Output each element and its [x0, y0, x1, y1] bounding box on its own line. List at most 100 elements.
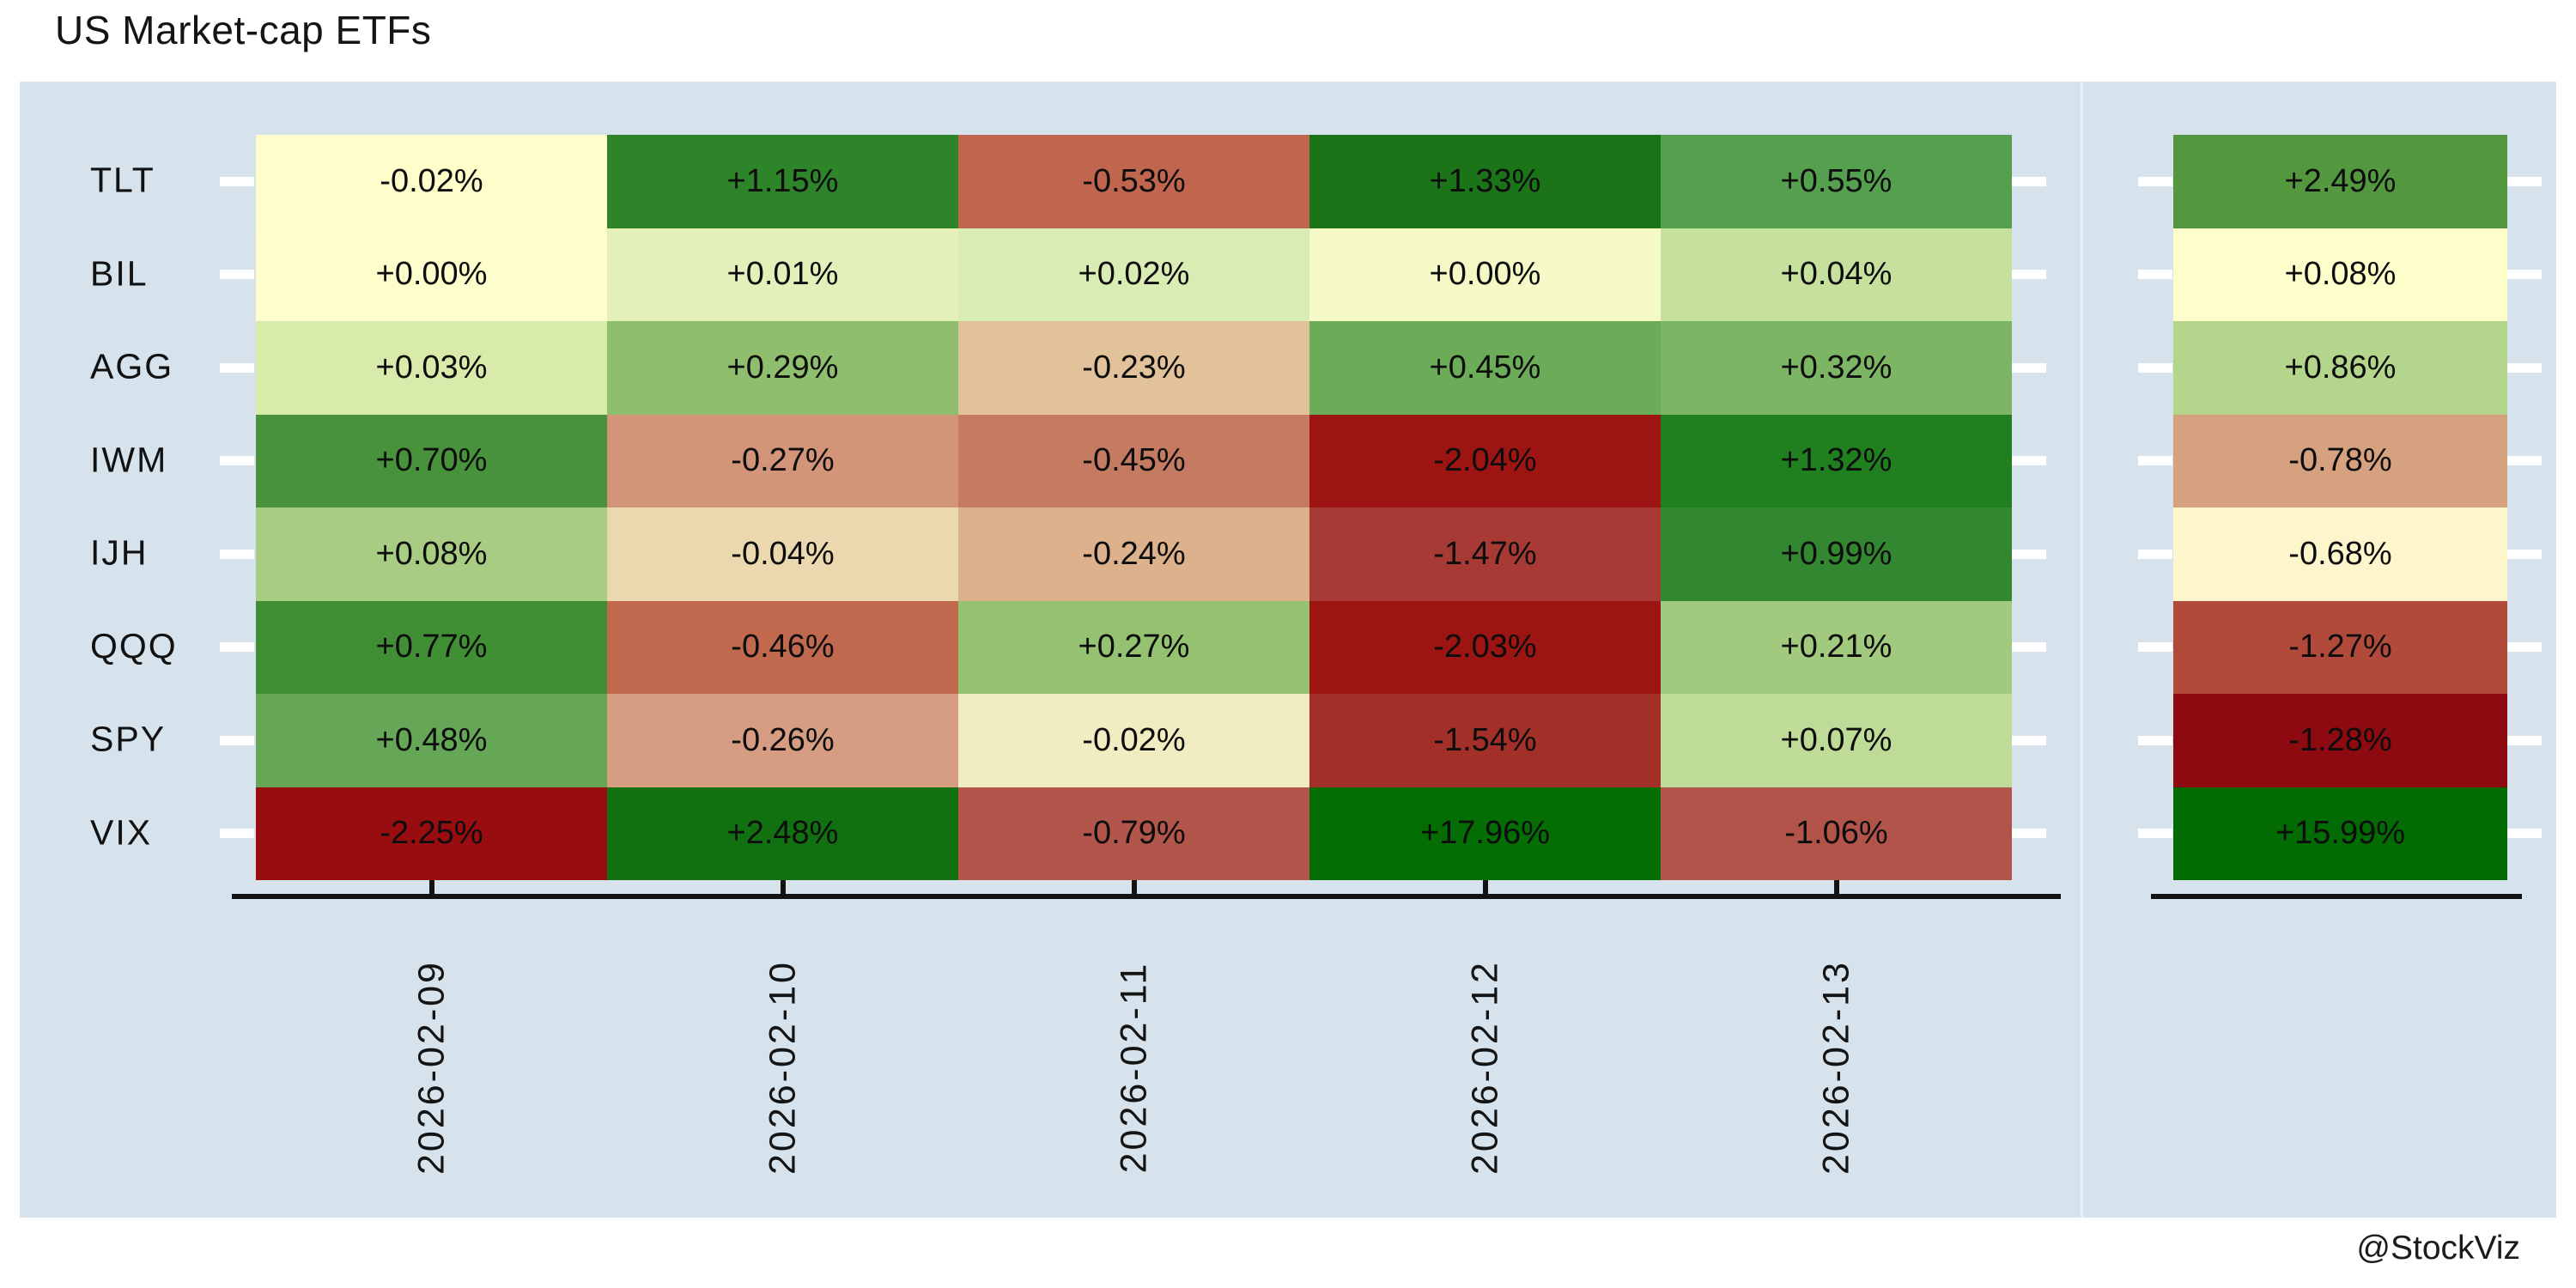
- heatmap-cell: +0.45%: [1309, 321, 1661, 415]
- x-tick: [780, 880, 786, 894]
- heatmap-cell: -0.53%: [958, 135, 1309, 228]
- row-label-tlt: TLT: [90, 160, 155, 200]
- heatmap-cell: +2.48%: [607, 787, 958, 880]
- y-tick: [220, 829, 254, 839]
- heatmap-cell: +1.33%: [1309, 135, 1661, 228]
- summary-cell: -0.78%: [2173, 414, 2507, 507]
- heatmap-cell: +0.04%: [1661, 228, 2012, 321]
- x-axis-line-main: [232, 894, 2061, 899]
- y-tick: [2012, 642, 2046, 653]
- heatmap-cell: +0.21%: [1661, 600, 2012, 694]
- heatmap-cell: +0.55%: [1661, 135, 2012, 228]
- heatmap-cell: +0.77%: [256, 600, 607, 694]
- y-tick: [2138, 176, 2172, 186]
- y-tick: [220, 456, 254, 466]
- y-tick: [2507, 549, 2542, 559]
- heatmap-cell: +1.32%: [1661, 414, 2012, 507]
- heatmap-cell: -2.04%: [1309, 414, 1661, 507]
- heatmap-cell: +0.01%: [607, 228, 958, 321]
- heatmap-cell: -0.26%: [607, 694, 958, 787]
- summary-cell: +15.99%: [2173, 787, 2507, 880]
- y-tick: [2507, 176, 2542, 186]
- heatmap-cell: +0.70%: [256, 414, 607, 507]
- heatmap-cell: -1.54%: [1309, 694, 1661, 787]
- heatmap-cell: -0.02%: [958, 694, 1309, 787]
- y-tick: [2012, 362, 2046, 373]
- row-label-bil: BIL: [90, 253, 149, 294]
- x-axis-label: 2026-02-12: [1464, 960, 1505, 1175]
- row-label-vix: VIX: [90, 812, 153, 853]
- y-tick: [2138, 735, 2172, 745]
- heatmap-cell: +0.02%: [958, 228, 1309, 321]
- heatmap-cell: -0.04%: [607, 507, 958, 601]
- y-tick: [2138, 456, 2172, 466]
- heatmap-cell: +0.48%: [256, 694, 607, 787]
- heatmap-cell: -0.46%: [607, 600, 958, 694]
- x-axis-line-summary: [2151, 894, 2522, 899]
- heatmap-cell: +17.96%: [1309, 787, 1661, 880]
- heatmap-cell: +0.29%: [607, 321, 958, 415]
- x-tick: [1131, 880, 1137, 894]
- heatmap-cell: -0.27%: [607, 414, 958, 507]
- y-tick: [2138, 362, 2172, 373]
- row-label-agg: AGG: [90, 346, 174, 386]
- heatmap-cell: -0.79%: [958, 787, 1309, 880]
- summary-cell: +2.49%: [2173, 135, 2507, 228]
- y-tick: [2507, 456, 2542, 466]
- y-tick: [2138, 270, 2172, 280]
- y-tick: [220, 735, 254, 745]
- heatmap-cell: +1.15%: [607, 135, 958, 228]
- heatmap-cell: -0.02%: [256, 135, 607, 228]
- heatmap-cell: -0.24%: [958, 507, 1309, 601]
- row-label-iwm: IWM: [90, 440, 168, 480]
- y-tick: [2507, 270, 2542, 280]
- y-tick: [2012, 549, 2046, 559]
- heatmap-cell: +0.03%: [256, 321, 607, 415]
- heatmap-cell: +0.00%: [1309, 228, 1661, 321]
- heatmap-cell: +0.27%: [958, 600, 1309, 694]
- watermark: @StockViz: [2356, 1230, 2520, 1267]
- heatmap-cell: +0.08%: [256, 507, 607, 601]
- y-tick: [2012, 829, 2046, 839]
- heatmap-cell: -0.45%: [958, 414, 1309, 507]
- y-tick: [220, 176, 254, 186]
- heatmap-cell: +0.07%: [1661, 694, 2012, 787]
- heatmap-cell: -1.47%: [1309, 507, 1661, 601]
- x-axis-label: 2026-02-09: [410, 960, 452, 1175]
- y-tick: [2138, 642, 2172, 653]
- row-label-qqq: QQQ: [90, 626, 178, 666]
- heatmap-cell: +0.32%: [1661, 321, 2012, 415]
- y-tick: [220, 549, 254, 559]
- y-tick: [220, 642, 254, 653]
- y-tick: [220, 270, 254, 280]
- x-axis-label: 2026-02-10: [762, 960, 803, 1175]
- summary-cell: +0.08%: [2173, 228, 2507, 321]
- panel-divider: [2081, 82, 2083, 1218]
- heatmap-cell: -2.25%: [256, 787, 607, 880]
- row-label-spy: SPY: [90, 719, 167, 759]
- y-tick: [2507, 362, 2542, 373]
- y-tick: [220, 362, 254, 373]
- heatmap-cell: +0.00%: [256, 228, 607, 321]
- x-tick: [1482, 880, 1488, 894]
- row-label-ijh: IJH: [90, 532, 149, 573]
- page-title: US Market-cap ETFs: [55, 8, 432, 52]
- y-tick: [2012, 270, 2046, 280]
- x-tick: [1833, 880, 1839, 894]
- summary-cell: -0.68%: [2173, 507, 2507, 601]
- heatmap-cell: +0.99%: [1661, 507, 2012, 601]
- y-tick: [2507, 642, 2542, 653]
- y-tick: [2138, 549, 2172, 559]
- x-tick: [428, 880, 434, 894]
- heatmap-cell: -2.03%: [1309, 600, 1661, 694]
- summary-cell: +0.86%: [2173, 321, 2507, 415]
- heatmap-cell: -0.23%: [958, 321, 1309, 415]
- x-axis-label: 2026-02-13: [1815, 960, 1856, 1175]
- y-tick: [2012, 735, 2046, 745]
- y-tick: [2012, 176, 2046, 186]
- y-tick: [2507, 829, 2542, 839]
- y-tick: [2012, 456, 2046, 466]
- y-tick: [2138, 829, 2172, 839]
- summary-cell: -1.28%: [2173, 694, 2507, 787]
